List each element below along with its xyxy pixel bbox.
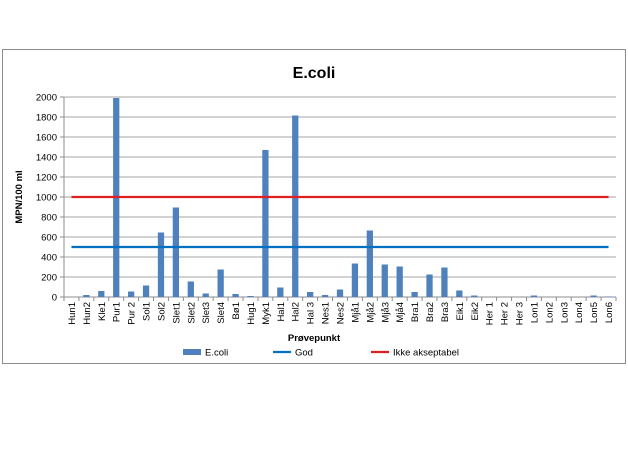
bar xyxy=(292,115,299,297)
x-tick-label: Eik1 xyxy=(455,302,466,320)
bar xyxy=(471,295,478,297)
legend-label: Ikke akseptabel xyxy=(393,348,459,359)
x-tick-label: Hun1 xyxy=(67,302,78,325)
y-tick-label: 0 xyxy=(52,293,57,304)
y-tick-label: 800 xyxy=(41,213,57,224)
x-tick-label: Her 2 xyxy=(500,302,511,325)
chart-frame: E.coli 0 200 400 600 800 1000 1200 1400 1600 1800 2… xyxy=(2,49,626,364)
x-tick-label: Hal2 xyxy=(291,302,302,322)
x-tick-label: Hun2 xyxy=(82,302,93,325)
bar xyxy=(172,207,180,297)
x-tick-label: Hug1 xyxy=(246,302,257,325)
bar xyxy=(142,285,150,297)
y-tick-label: 1000 xyxy=(36,193,57,204)
bar xyxy=(262,150,269,297)
x-tick-label: Pur1 xyxy=(112,302,123,322)
x-tick-label: Her 1 xyxy=(485,302,496,325)
bar xyxy=(441,267,448,297)
x-tick-label: Bra1 xyxy=(410,302,421,322)
bar xyxy=(83,295,90,297)
ecoli-chart: E.coli 0 200 400 600 800 1000 1200 1400 1600 1800 2… xyxy=(14,65,617,359)
x-axis-label: Prøvepunkt xyxy=(288,333,341,344)
bar xyxy=(217,269,224,297)
x-tick-label: Sol1 xyxy=(142,302,153,321)
x-tick-label: Pur 2 xyxy=(127,302,138,325)
x-tick-label: Myk1 xyxy=(261,302,272,325)
legend-label: E.coli xyxy=(205,348,228,359)
x-tick-label: Her 3 xyxy=(515,302,526,325)
bar xyxy=(590,295,597,297)
y-axis-label: MPN/100 ml xyxy=(14,170,25,223)
y-tick-label: 2000 xyxy=(36,93,57,104)
y-tick-label: 1400 xyxy=(36,153,57,164)
x-tick-label: Sol2 xyxy=(156,302,167,321)
bar xyxy=(232,294,239,297)
bar xyxy=(396,266,403,297)
x-tick-label: Mjå2 xyxy=(365,302,376,323)
y-tick-label: 600 xyxy=(41,233,57,244)
bar xyxy=(366,230,373,297)
bar xyxy=(426,274,433,297)
x-tick-label: Mjå1 xyxy=(350,302,361,323)
bar xyxy=(321,295,329,297)
x-tick-label: Lon5 xyxy=(589,302,600,323)
bar xyxy=(307,292,314,297)
legend-swatch-bar xyxy=(183,349,201,355)
bar xyxy=(351,263,359,297)
bar xyxy=(381,264,388,297)
x-tick-label: Mjå3 xyxy=(380,302,391,323)
x-tick-label: Hal 3 xyxy=(306,302,317,324)
x-tick-label: Lon6 xyxy=(604,302,615,323)
bar xyxy=(187,281,194,297)
x-tick-label: Lon2 xyxy=(544,302,555,323)
x-tick-label: Slet4 xyxy=(216,302,227,324)
bar xyxy=(157,232,165,297)
x-tick-label: Bø1 xyxy=(231,302,242,319)
x-tick-label: Nes2 xyxy=(336,302,347,324)
x-tick-label: Nes1 xyxy=(321,302,332,324)
x-tick-label: Slet2 xyxy=(186,302,197,324)
bar xyxy=(530,295,538,297)
chart-title: E.coli xyxy=(293,65,336,82)
x-tick-label: Bra2 xyxy=(425,302,436,322)
bar xyxy=(456,290,463,297)
y-tick-label: 200 xyxy=(41,273,57,284)
bar xyxy=(98,291,105,297)
bar xyxy=(411,292,418,297)
x-tick-label: Lon4 xyxy=(574,302,585,323)
y-tick-label: 1200 xyxy=(36,173,57,184)
bar xyxy=(202,293,209,297)
y-tick-label: 1600 xyxy=(36,133,57,144)
x-tick-label: Lon1 xyxy=(529,302,540,323)
bar xyxy=(277,287,284,297)
x-tick-label: Mjå4 xyxy=(395,302,406,323)
y-tick-label: 1800 xyxy=(36,113,57,124)
x-tick-label: Hal1 xyxy=(276,302,287,322)
x-tick-label: Bra3 xyxy=(440,302,451,322)
x-tick-label: Kle1 xyxy=(97,302,108,321)
bar xyxy=(336,289,344,297)
bar xyxy=(128,291,135,297)
bar xyxy=(605,296,612,297)
bar xyxy=(247,296,254,297)
x-tick-label: Slet3 xyxy=(201,302,212,324)
legend-label: God xyxy=(295,348,313,359)
y-tick-label: 400 xyxy=(41,253,57,264)
x-tick-label: Lon3 xyxy=(559,302,570,323)
x-tick-label: Eik2 xyxy=(470,302,481,320)
x-tick-label: Slet1 xyxy=(171,302,182,324)
